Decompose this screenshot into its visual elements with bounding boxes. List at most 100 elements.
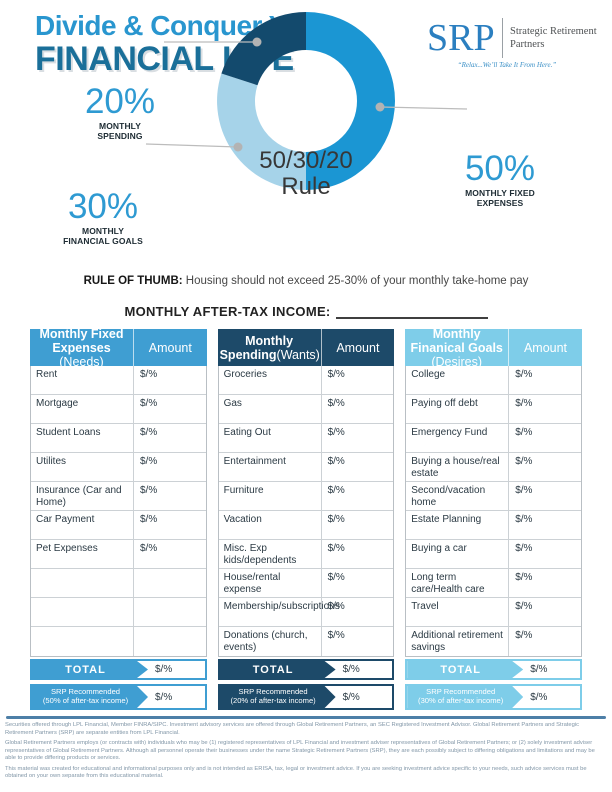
worksheet-table-2: Monthly Spending(Wants) Amount Groceries $/… — [217, 329, 395, 710]
disclaimer-paragraph-1: Securities offered through LPL Financial… — [5, 722, 580, 736]
table-row: Mortgage $/% — [31, 395, 206, 424]
table-row: Eating Out $/% — [218, 424, 394, 453]
table-3-recommended-line1: SRP Recommended — [426, 687, 496, 697]
row-amount: $/% — [515, 427, 533, 438]
donut-center-label: 50/30/20 Rule — [254, 148, 358, 200]
row-label: Additional retirement savings — [406, 627, 510, 656]
row-amount: $/% — [327, 398, 345, 409]
donut-slice-20 — [221, 12, 306, 86]
table-1-total-band: TOTAL — [32, 661, 148, 678]
table-2-recommended-band: SRP Recommended (20% of after-tax income) — [220, 686, 336, 708]
row-label: Furniture — [219, 482, 322, 510]
row-label: Car Payment — [31, 511, 134, 539]
callout-20-percent: 20% — [84, 82, 156, 121]
callout-50: 50% MONTHLY FIXED EXPENSES — [443, 151, 557, 209]
table-row: Entertainment $/% — [218, 453, 394, 482]
callout-20-label: MONTHLY SPENDING — [97, 121, 143, 141]
row-amount: $/% — [140, 427, 158, 438]
table-1-amount-header: Amount — [148, 340, 192, 355]
row-amount — [134, 627, 206, 656]
table-1-total-amount: $/% — [155, 664, 173, 675]
row-amount: $/% — [515, 630, 533, 641]
srp-logo-name: Strategic Retirement Partners — [510, 25, 597, 50]
table-row: Paying off debt $/% — [406, 395, 581, 424]
table-row: Estate Planning $/% — [406, 511, 581, 540]
table-1-recommended-amount: $/% — [155, 691, 173, 703]
row-amount: $/% — [515, 485, 533, 496]
income-blank-line — [335, 306, 488, 319]
table-row: Gas $/% — [218, 395, 394, 424]
table-row: Vacation $/% — [218, 511, 394, 540]
table-2-header: Monthly Spending(Wants) Amount — [217, 329, 395, 366]
row-amount: $/% — [515, 572, 533, 583]
table-2-recommended-row: SRP Recommended (20% of after-tax income)… — [217, 684, 395, 710]
row-label: Rent — [31, 366, 134, 394]
table-3-recommended-row: SRP Recommended (30% of after-tax income)… — [405, 684, 582, 710]
table-row: Emergency Fund $/% — [406, 424, 581, 453]
row-label: College — [406, 366, 510, 394]
row-label: Entertainment — [219, 453, 322, 481]
table-row: Utilites $/% — [31, 453, 206, 482]
table-2-subtitle: (Wants) — [276, 347, 320, 362]
table-row: Pet Expenses $/% — [31, 540, 206, 569]
table-row: Furniture $/% — [218, 482, 394, 511]
table-row: Donations (church, events) $/% — [219, 627, 394, 656]
callout-30-label: MONTHLY FINANCIAL GOALS — [63, 226, 143, 246]
row-label — [31, 598, 134, 626]
table-1-subtitle: (Needs) — [59, 354, 104, 369]
table-3-title: Monthly Finanical Goals (Desires) — [405, 327, 510, 369]
callout-20: 20% MONTHLY SPENDING — [63, 84, 177, 142]
table-2-total-amount: $/% — [342, 664, 360, 675]
row-amount: $/% — [140, 514, 158, 525]
table-row: Insurance (Car and Home) $/% — [31, 482, 206, 511]
table-1-recommended-band: SRP Recommended (50% of after-tax income) — [32, 686, 148, 708]
row-amount: $/% — [327, 514, 345, 525]
table-row: Buying a house/real estate $/% — [406, 453, 581, 482]
table-row — [31, 569, 206, 598]
logo-divider — [501, 18, 504, 58]
callout-50-label: MONTHLY FIXED EXPENSES — [465, 188, 535, 208]
row-label: Insurance (Car and Home) — [31, 482, 134, 510]
row-label: Travel — [406, 598, 510, 626]
row-label: Buying a house/real estate — [406, 453, 510, 481]
table-2-total-band: TOTAL — [220, 661, 336, 678]
table-1-recommended-row: SRP Recommended (50% of after-tax income)… — [30, 684, 207, 710]
row-label: Pet Expenses — [31, 540, 134, 568]
row-label: Estate Planning — [406, 511, 510, 539]
table-row: Travel $/% — [406, 598, 581, 627]
row-label — [31, 569, 134, 597]
row-label: Vacation — [219, 511, 322, 539]
income-heading-row: MONTHLY AFTER-TAX INCOME: — [0, 304, 612, 319]
table-row: Rent $/% — [31, 366, 206, 395]
table-3-recommended-amount: $/% — [530, 691, 548, 703]
table-1-recommended-line2: (50% of after-tax income) — [42, 696, 129, 705]
row-amount: $/% — [327, 601, 345, 612]
donut-slice-50 — [306, 12, 395, 190]
worksheet-tables: Monthly Fixed Expenses (Needs) Amount Rent… — [30, 327, 582, 710]
table-row: Car Payment $/% — [31, 511, 206, 540]
table-row: Buying a car $/% — [406, 540, 581, 569]
row-label — [31, 627, 134, 656]
table-1-body: Rent $/% Mortgage $/% Student Loans $/% Utilit… — [30, 366, 207, 657]
table-row: House/rental expense $/% — [218, 569, 394, 598]
donut-center-line1: 50/30/20 — [259, 147, 353, 174]
donut-slice-30 — [217, 73, 306, 190]
table-3-subtitle: (Desires) — [431, 354, 483, 369]
row-amount: $/% — [140, 485, 158, 496]
row-label: Gas — [219, 395, 322, 423]
row-amount — [134, 598, 206, 626]
rule-of-thumb: RULE OF THUMB: Housing should not exceed… — [0, 275, 612, 287]
row-label: Utilites — [31, 453, 134, 481]
table-row: Groceries $/% — [218, 366, 394, 395]
srp-logo: SRP Strategic Retirement Partners “Relax… — [427, 18, 597, 69]
row-label: Membership/subscriptions — [219, 598, 340, 626]
table-3-total-row: TOTAL $/% — [405, 659, 582, 680]
footer-divider — [6, 716, 606, 719]
table-row: Additional retirement savings $/% — [406, 627, 581, 656]
income-heading: MONTHLY AFTER-TAX INCOME: — [124, 304, 331, 319]
row-label: Groceries — [219, 366, 322, 394]
row-amount: $/% — [327, 456, 345, 467]
row-label: Emergency Fund — [406, 424, 510, 452]
row-amount: $/% — [327, 543, 345, 554]
callout-30-percent: 30% — [67, 187, 139, 226]
